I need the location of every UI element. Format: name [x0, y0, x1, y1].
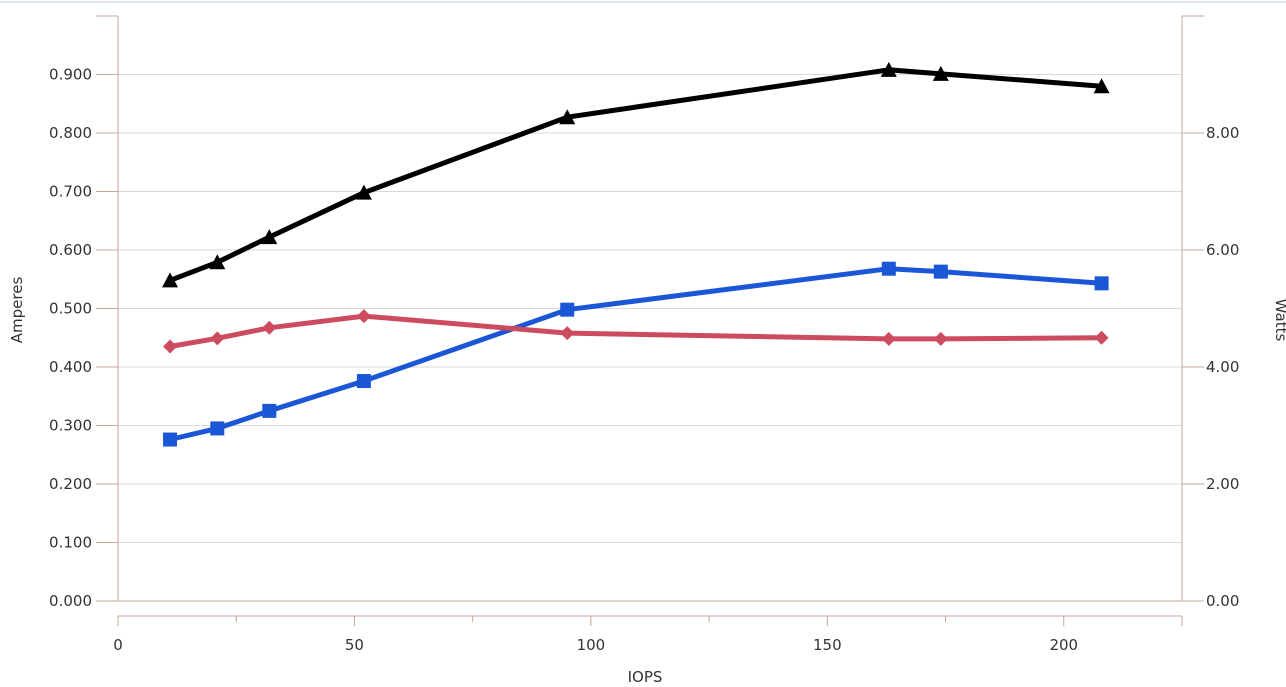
data-point-diamond [881, 331, 896, 346]
series-line-triangle [167, 67, 1105, 283]
y2-tick-label: 0.00 [1206, 592, 1239, 610]
y-tick-label: 0.700 [49, 183, 92, 201]
data-point-square [560, 302, 575, 317]
data-point-triangle [355, 184, 372, 200]
x-tick-label: 150 [813, 636, 842, 654]
series-line-diamond [167, 313, 1105, 349]
data-point-diamond [163, 339, 178, 354]
y-tick-label: 0.400 [49, 358, 92, 376]
y-tick-label: 0.100 [49, 534, 92, 552]
data-point-square [933, 264, 948, 279]
y-axis-title: Amperes [8, 277, 26, 344]
data-point-triangle [209, 254, 226, 270]
series-markers [162, 61, 1110, 447]
y2-tick-label: 2.00 [1206, 475, 1239, 493]
y-tick-label: 0.600 [49, 241, 92, 259]
data-point-diamond [210, 331, 225, 346]
data-point-diamond [1094, 330, 1109, 345]
x-axis-title: IOPS [628, 668, 663, 686]
axes: 0.0000.1000.2000.3000.4000.5000.6000.700… [0, 1, 1286, 654]
x-tick-label: 100 [577, 636, 606, 654]
data-point-square [356, 374, 371, 389]
data-point-diamond [933, 331, 948, 346]
data-point-diamond [356, 309, 371, 324]
data-point-triangle [880, 61, 897, 77]
data-point-triangle [932, 65, 949, 81]
data-point-triangle [1093, 78, 1110, 94]
data-point-diamond [560, 326, 575, 341]
y-tick-label: 0.800 [49, 124, 92, 142]
data-point-triangle [162, 272, 179, 288]
y-tick-label: 0.200 [49, 475, 92, 493]
y2-tick-label: 4.00 [1206, 358, 1239, 376]
x-tick-label: 200 [1049, 636, 1078, 654]
y2-axis-title: Watts [1272, 299, 1286, 342]
series-line-square [167, 266, 1105, 442]
data-point-square [1094, 276, 1109, 291]
data-point-square [881, 261, 896, 276]
data-point-triangle [261, 229, 278, 245]
x-tick-label: 50 [345, 636, 364, 654]
data-point-square [210, 421, 225, 436]
y2-tick-label: 6.00 [1206, 241, 1239, 259]
y-tick-label: 0.000 [49, 592, 92, 610]
gridlines [118, 74, 1182, 543]
y-tick-label: 0.500 [49, 300, 92, 318]
data-point-diamond [262, 320, 277, 335]
data-point-triangle [559, 109, 576, 125]
y-tick-label: 0.900 [49, 66, 92, 84]
y-tick-label: 0.300 [49, 417, 92, 435]
series-lines [167, 67, 1105, 442]
x-tick-label: 0 [113, 636, 123, 654]
data-point-square [163, 432, 178, 447]
data-point-square [262, 403, 277, 418]
y2-tick-label: 8.00 [1206, 124, 1239, 142]
